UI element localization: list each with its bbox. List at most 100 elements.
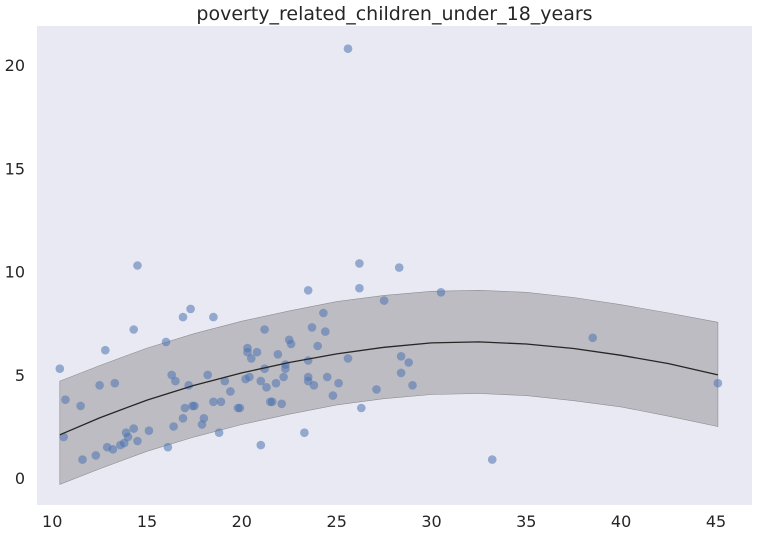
data-point	[178, 312, 188, 322]
fit-line	[59, 341, 719, 436]
data-point	[186, 304, 195, 314]
data-point	[61, 395, 70, 405]
data-point	[203, 370, 212, 380]
data-point	[279, 372, 288, 382]
data-point	[110, 378, 120, 388]
x-tick-label: 30	[421, 512, 441, 531]
data-point	[220, 376, 230, 386]
data-point	[271, 378, 281, 388]
y-tick-label: 15	[5, 160, 25, 179]
data-point	[394, 263, 404, 272]
data-point	[247, 354, 256, 363]
data-point	[487, 455, 497, 464]
data-point	[163, 442, 173, 452]
data-point	[161, 337, 171, 347]
data-point	[178, 414, 188, 423]
data-point	[273, 350, 283, 359]
data-point	[76, 401, 85, 411]
data-point	[235, 403, 245, 413]
data-point	[277, 399, 287, 409]
data-point	[119, 438, 129, 448]
data-point	[286, 339, 296, 349]
data-point	[328, 391, 338, 400]
data-point	[214, 428, 224, 438]
x-tick-label: 25	[327, 512, 347, 531]
data-point	[123, 432, 133, 442]
data-point	[267, 397, 277, 407]
data-point	[319, 308, 328, 318]
data-point	[588, 333, 597, 343]
data-point	[245, 372, 254, 382]
x-tick-label: 15	[137, 512, 157, 531]
data-point	[55, 364, 65, 374]
data-point	[260, 325, 269, 334]
data-point	[199, 414, 209, 423]
data-point	[256, 376, 266, 386]
data-point	[343, 44, 353, 53]
data-point	[404, 358, 414, 367]
data-point	[379, 296, 389, 305]
data-point	[262, 383, 271, 392]
data-point	[78, 455, 87, 464]
data-point	[226, 387, 235, 396]
data-point	[372, 385, 381, 394]
data-point	[169, 422, 178, 431]
x-tick-label: 40	[611, 512, 631, 531]
data-point	[303, 286, 313, 295]
points-layer	[55, 44, 723, 464]
data-point	[307, 323, 317, 332]
confidence-band-layer	[59, 289, 719, 485]
data-point	[343, 354, 353, 363]
data-point	[171, 376, 180, 386]
data-point	[101, 345, 110, 355]
data-point	[322, 372, 332, 382]
data-point	[260, 364, 269, 374]
data-point	[396, 368, 406, 378]
data-point	[281, 364, 290, 374]
y-tick-label: 10	[5, 263, 25, 282]
x-axis: 10 15 20 25 30 35 40 45	[42, 512, 726, 531]
fit-line-layer	[59, 341, 719, 436]
data-point	[180, 403, 190, 413]
data-point	[355, 259, 364, 268]
data-point	[252, 347, 262, 357]
data-point	[133, 436, 142, 446]
x-tick-label: 10	[42, 512, 62, 531]
data-point	[303, 356, 313, 365]
data-point	[357, 403, 366, 413]
data-point	[144, 426, 154, 436]
data-point	[243, 347, 252, 357]
x-tick-label: 45	[706, 512, 726, 531]
data-point	[129, 424, 138, 433]
chart-title: poverty_related_children_under_18_years	[196, 3, 592, 25]
data-point	[209, 397, 218, 407]
x-tick-label: 20	[232, 512, 252, 531]
data-point	[190, 401, 199, 411]
data-point	[209, 312, 218, 322]
data-point	[133, 261, 142, 270]
y-tick-label: 0	[15, 469, 25, 488]
data-point	[436, 288, 446, 297]
data-point	[334, 378, 343, 388]
data-point	[309, 381, 319, 390]
data-point	[91, 451, 101, 460]
y-axis: 0 5 10 15 20	[5, 56, 25, 488]
data-point	[108, 445, 118, 454]
data-point	[713, 378, 723, 388]
x-tick-label: 35	[516, 512, 536, 531]
data-point	[95, 381, 104, 390]
data-point	[129, 325, 138, 334]
y-tick-label: 20	[5, 56, 25, 75]
data-point	[167, 370, 176, 380]
data-point	[313, 341, 323, 351]
data-point	[256, 440, 266, 450]
data-point	[396, 352, 406, 361]
data-point	[321, 327, 330, 336]
y-tick-label: 5	[15, 366, 25, 385]
data-point	[408, 381, 417, 390]
data-point	[355, 283, 364, 293]
data-point	[216, 397, 226, 407]
confidence-band	[59, 289, 719, 485]
data-point	[300, 428, 309, 438]
